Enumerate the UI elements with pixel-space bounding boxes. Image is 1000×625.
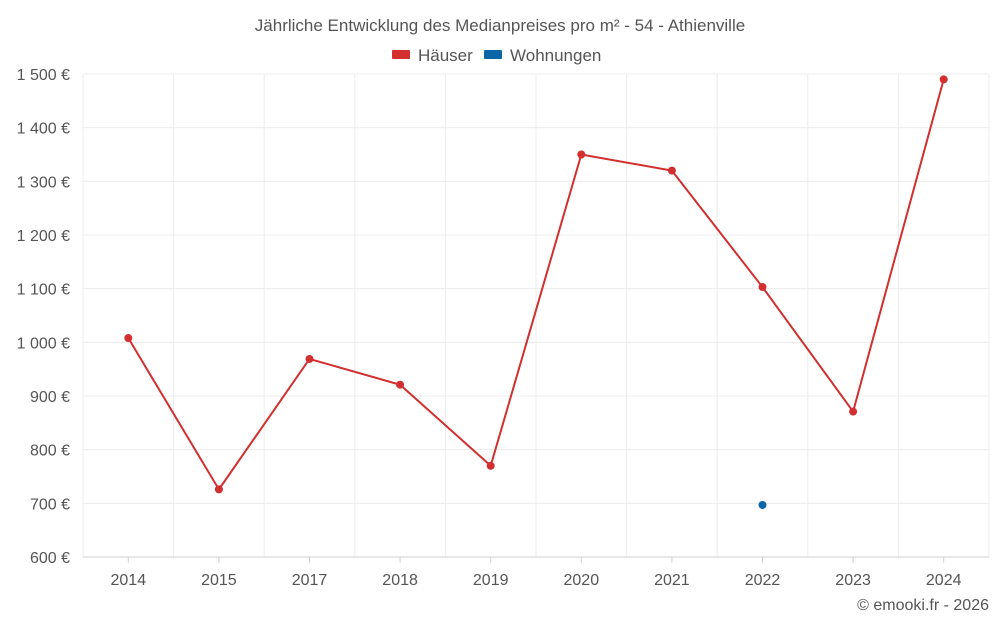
y-tick-label: 1 400 € (17, 121, 70, 138)
y-tick-label: 1 100 € (17, 282, 70, 299)
x-axis: 2014 2015 2017 2018 2019 2020 2021 2022 2023 2024 (83, 556, 989, 589)
data-point-haeuser[interactable] (486, 461, 495, 470)
credit-text: © emooki.fr - 2026 (857, 597, 989, 614)
data-point-haeuser[interactable] (758, 283, 767, 292)
legend-item-haeuser[interactable]: Häuser (392, 46, 473, 65)
y-tick-label: 1 500 € (17, 67, 70, 84)
legend-item-wohnungen[interactable]: Wohnungen (484, 46, 601, 65)
y-tick-label: 1 000 € (17, 335, 70, 352)
data-point-haeuser[interactable] (124, 334, 133, 343)
x-tick-label: 2018 (382, 572, 418, 589)
x-tick-label: 2015 (201, 572, 237, 589)
legend-swatch-wohnungen (484, 50, 502, 59)
y-tick-label: 1 200 € (17, 228, 70, 245)
x-tick-label: 2021 (654, 572, 690, 589)
data-point-wohnungen[interactable] (758, 500, 767, 509)
data-point-haeuser[interactable] (214, 485, 223, 494)
x-tick-label: 2020 (564, 572, 600, 589)
data-point-haeuser[interactable] (396, 380, 405, 389)
data-point-haeuser[interactable] (667, 166, 676, 175)
x-tick-label: 2024 (926, 572, 962, 589)
y-tick-label: 800 € (30, 443, 70, 460)
y-tick-label: 900 € (30, 389, 70, 406)
data-point-haeuser[interactable] (577, 150, 586, 159)
chart-title: Jährliche Entwicklung des Medianpreises … (255, 16, 745, 35)
data-point-haeuser[interactable] (939, 75, 948, 84)
y-tick-label: 700 € (30, 496, 70, 513)
x-tick-label: 2019 (473, 572, 509, 589)
y-tick-label: 1 300 € (17, 174, 70, 191)
legend: Häuser Wohnungen (392, 46, 601, 65)
series-layer (124, 75, 948, 509)
x-tick-label: 2017 (292, 572, 328, 589)
data-point-haeuser[interactable] (305, 354, 314, 363)
y-tick-label: 600 € (30, 550, 70, 567)
x-tick-label: 2023 (835, 572, 871, 589)
x-tick-label: 2022 (745, 572, 781, 589)
data-point-haeuser[interactable] (849, 407, 858, 416)
grid (82, 73, 990, 558)
legend-swatch-haeuser (392, 50, 410, 59)
y-axis: 600 € 700 € 800 € 900 € 1 000 € 1 100 € 1 200 … (17, 67, 70, 567)
legend-label-wohnungen: Wohnungen (510, 46, 601, 65)
series-line-haeuser (127, 79, 945, 491)
x-tick-label: 2014 (111, 572, 147, 589)
legend-label-haeuser: Häuser (418, 46, 473, 65)
